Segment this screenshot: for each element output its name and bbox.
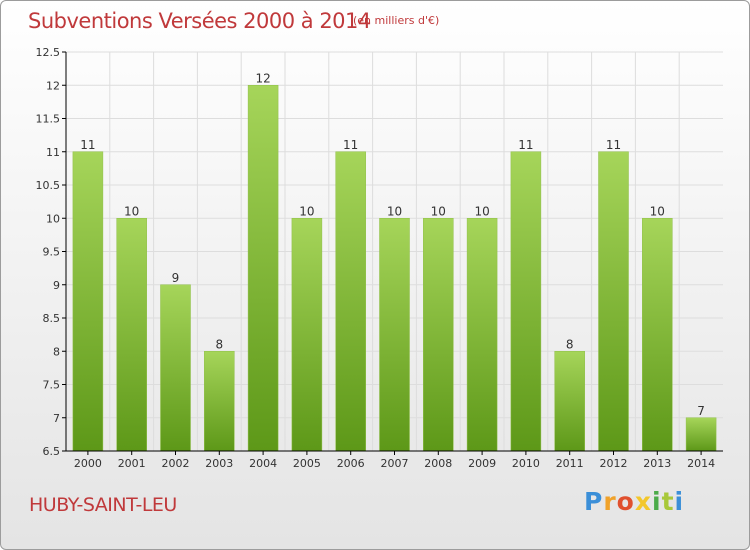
bar-value-label: 10 <box>650 204 665 218</box>
y-tick-label: 10 <box>46 212 60 225</box>
logo-letter: t <box>661 487 675 516</box>
x-tick-label: 2004 <box>249 457 277 470</box>
y-tick-label: 10.5 <box>36 179 61 192</box>
x-tick-label: 2012 <box>600 457 628 470</box>
y-tick-label: 12 <box>46 79 60 92</box>
x-tick-label: 2002 <box>162 457 190 470</box>
axes <box>62 51 723 455</box>
logo-letter: P <box>584 487 604 516</box>
bar-value-label: 11 <box>343 138 358 152</box>
bar-2013[interactable] <box>642 218 673 452</box>
bar-2001[interactable] <box>116 218 147 452</box>
bar-value-label: 10 <box>431 204 446 218</box>
bar-value-label: 8 <box>566 337 574 351</box>
bar-2006[interactable] <box>335 151 366 452</box>
bar-2000[interactable] <box>72 151 104 452</box>
chart-title: Subventions Versées 2000 à 2014 <box>28 9 371 33</box>
bar-2002[interactable] <box>160 284 191 452</box>
bar-2005[interactable] <box>291 218 323 452</box>
x-tick-label: 2008 <box>424 457 452 470</box>
y-tick-label: 11.5 <box>36 113 61 126</box>
logo-letter: i <box>674 487 685 516</box>
logo-letter: o <box>616 487 635 516</box>
logo-letter: r <box>603 487 617 516</box>
x-tick-label: 2006 <box>337 457 365 470</box>
bar-value-label: 12 <box>255 71 270 85</box>
y-tick-label: 7.5 <box>43 379 61 392</box>
bar-2008[interactable] <box>423 218 454 452</box>
x-tick-label: 2011 <box>556 457 584 470</box>
bars <box>72 85 717 452</box>
y-tick-label: 12.5 <box>36 46 61 59</box>
x-tick-label: 2010 <box>512 457 540 470</box>
y-tick-label: 11 <box>46 146 60 159</box>
x-tick-label: 2014 <box>687 457 715 470</box>
proxiti-logo[interactable]: Proxiti <box>584 487 684 516</box>
bar-value-label: 10 <box>474 204 489 218</box>
bar-value-label: 9 <box>172 271 180 285</box>
logo-letter: i <box>652 487 662 516</box>
y-tick-label: 8 <box>53 345 60 358</box>
y-tick-label: 6.5 <box>43 445 61 458</box>
bar-value-label: 11 <box>606 138 621 152</box>
x-tick-label: 2007 <box>381 457 409 470</box>
bar-2014[interactable] <box>685 417 717 452</box>
bar-value-label: 10 <box>387 204 402 218</box>
logo-letter: x <box>634 487 652 516</box>
bar-2011[interactable] <box>554 351 585 452</box>
labels: 6.5 7 7.5 8 8.5 9 9.5 10 10.5 11 11.5 12 12.5 11 2000 1… <box>36 46 716 470</box>
x-tick-label: 2001 <box>118 457 146 470</box>
x-tick-label: 2009 <box>468 457 496 470</box>
unit-note: (en milliers d'€) <box>353 14 440 27</box>
y-tick-label: 9 <box>53 279 60 292</box>
bar-2007[interactable] <box>379 218 410 452</box>
bar-2012[interactable] <box>598 151 629 452</box>
x-tick-label: 2005 <box>293 457 321 470</box>
bar-value-label: 7 <box>697 404 705 418</box>
bar-value-label: 8 <box>215 337 223 351</box>
bar-value-label: 10 <box>124 204 139 218</box>
bar-value-label: 11 <box>518 138 533 152</box>
bar-value-label: 10 <box>299 204 314 218</box>
y-tick-label: 7 <box>53 412 60 425</box>
y-tick-label: 8.5 <box>43 312 61 325</box>
x-tick-label: 2000 <box>74 457 102 470</box>
bar-2003[interactable] <box>204 351 235 452</box>
y-tick-label: 9.5 <box>43 246 61 259</box>
bar-2004[interactable] <box>247 85 279 452</box>
bar-value-label: 11 <box>80 138 95 152</box>
place-name: HUBY-SAINT-LEU <box>29 494 177 516</box>
x-tick-label: 2013 <box>643 457 671 470</box>
x-tick-label: 2003 <box>205 457 233 470</box>
bar-2010[interactable] <box>510 151 542 452</box>
bar-2009[interactable] <box>466 218 498 452</box>
